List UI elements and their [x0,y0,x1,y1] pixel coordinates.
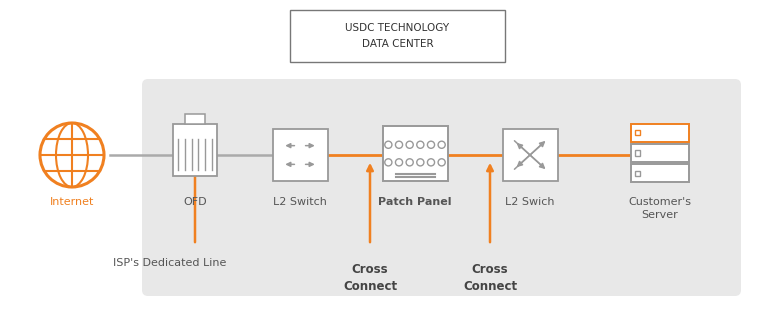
FancyBboxPatch shape [631,124,689,142]
FancyBboxPatch shape [382,126,448,181]
Text: OFD: OFD [184,197,207,207]
Text: Customer's
Server: Customer's Server [628,197,691,220]
Text: USDC TECHNOLOGY
DATA CENTER: USDC TECHNOLOGY DATA CENTER [346,23,449,49]
FancyBboxPatch shape [142,79,741,296]
FancyBboxPatch shape [631,144,689,162]
FancyBboxPatch shape [185,114,205,124]
FancyBboxPatch shape [635,171,641,176]
Text: ISP's Dedicated Line: ISP's Dedicated Line [114,258,227,268]
Text: Cross
Connect: Cross Connect [343,263,397,293]
FancyBboxPatch shape [273,129,327,181]
FancyBboxPatch shape [635,151,641,156]
Text: Cross
Connect: Cross Connect [463,263,517,293]
Text: Internet: Internet [50,197,94,207]
Text: Patch Panel: Patch Panel [379,197,452,207]
FancyBboxPatch shape [635,130,641,135]
FancyBboxPatch shape [173,124,217,176]
FancyBboxPatch shape [502,129,558,181]
FancyBboxPatch shape [631,164,689,182]
Text: L2 Switch: L2 Switch [273,197,327,207]
FancyBboxPatch shape [290,10,505,62]
Text: L2 Swich: L2 Swich [505,197,554,207]
